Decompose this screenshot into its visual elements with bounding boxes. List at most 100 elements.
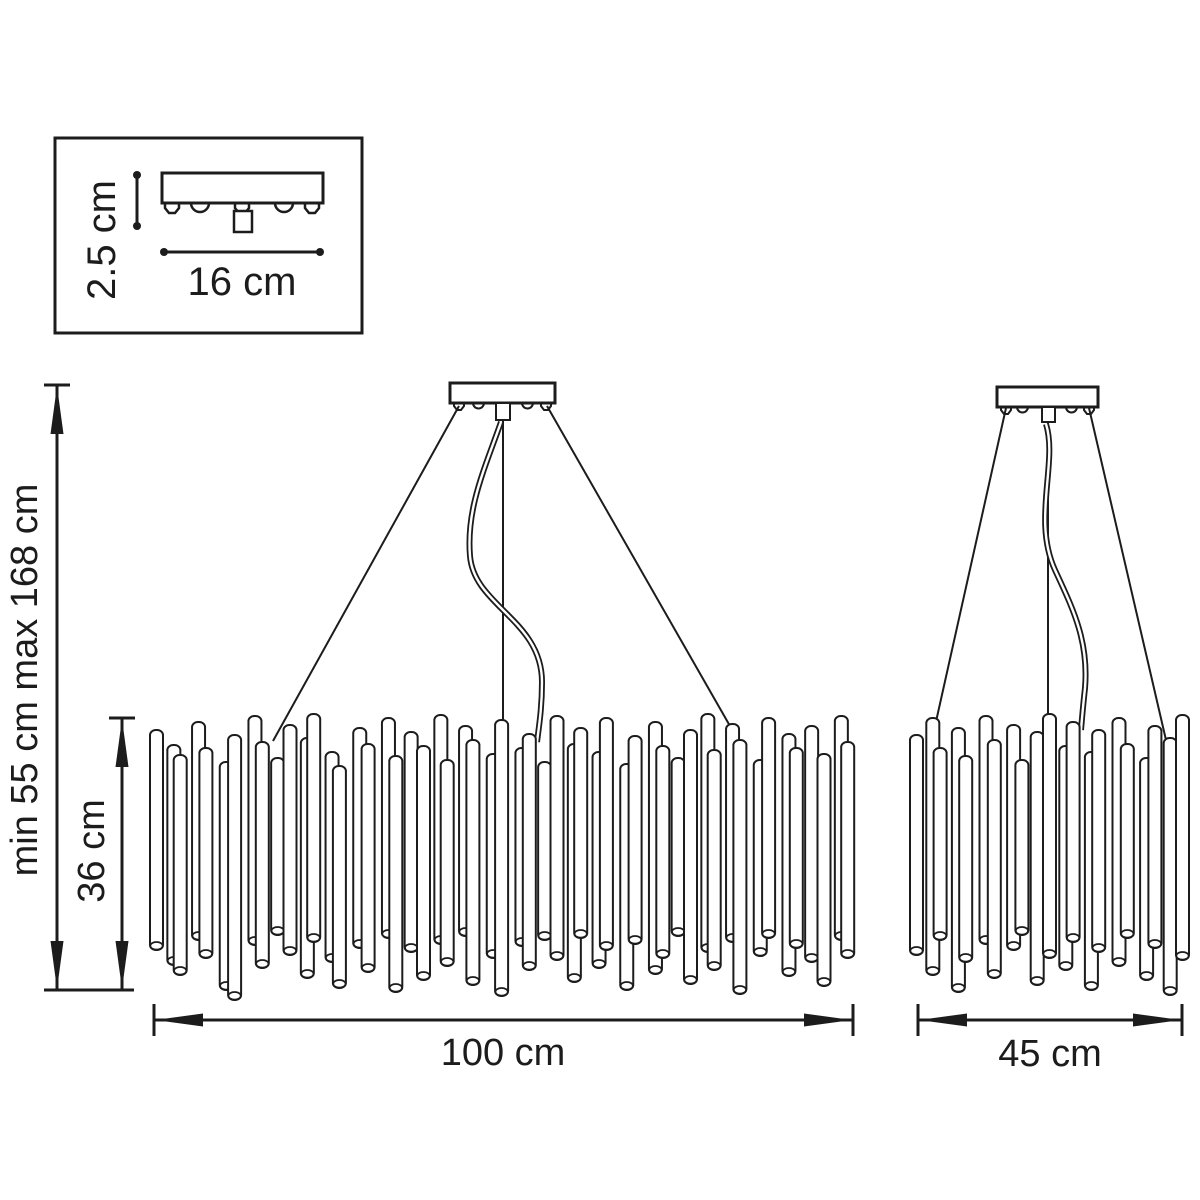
tube-bottom-cap (549, 951, 565, 961)
tube (909, 734, 924, 956)
canopy-connector (1041, 406, 1056, 423)
small-width-label: 45 cm (998, 1033, 1101, 1075)
tube (1175, 714, 1190, 961)
tube-bottom-cap (1030, 976, 1045, 986)
small-width-dimension: 45 cm (916, 1004, 1184, 1075)
tube (331, 765, 347, 989)
tube (360, 743, 376, 973)
canopy-connector (495, 402, 511, 421)
small-canopy (995, 385, 1100, 409)
tube (198, 747, 214, 959)
tube-bottom-cap (627, 935, 643, 945)
left-dimensions: min 55 cm max 168 cm 36 cm (4, 383, 135, 992)
tube-bottom-cap (781, 967, 797, 977)
inset-height-label: 2.5 cm (80, 180, 124, 300)
canopy-hook-icon (540, 403, 552, 411)
tube-bottom-cap (655, 949, 670, 959)
tube (549, 715, 565, 961)
tube (1119, 743, 1135, 939)
canopy-bump-icon (189, 202, 211, 214)
tube (804, 725, 820, 963)
tube (465, 739, 481, 986)
tube-bottom-cap (494, 987, 509, 997)
suspension-wire (272, 405, 460, 742)
canopy-hook-icon (453, 403, 465, 411)
arrow-up-icon (115, 719, 129, 767)
tube-bottom-cap (753, 947, 768, 957)
tube-bottom-cap (404, 943, 419, 953)
tube (627, 735, 643, 945)
arrow-left-icon (155, 1013, 203, 1027)
main-canopy (448, 381, 557, 405)
inset-width-label: 16 cm (188, 260, 297, 304)
dim-dot (316, 248, 324, 256)
tube-bottom-cap (388, 983, 403, 993)
tube-bottom-cap (149, 941, 164, 951)
tube (537, 761, 553, 941)
power-cable-core (1043, 423, 1087, 731)
tube-bottom-cap (925, 966, 940, 976)
arrow-right-icon (804, 1013, 852, 1027)
tube-bottom-cap (270, 926, 285, 936)
tube-bottom-cap (840, 949, 855, 959)
inset-box (53, 136, 364, 335)
overall-height-label: min 55 cm max 168 cm (4, 484, 46, 877)
tube-bottom-cap (1120, 929, 1135, 939)
suspension-wire (930, 407, 1007, 745)
tube (439, 759, 455, 967)
tube (706, 749, 722, 971)
body-height-label: 36 cm (71, 799, 113, 902)
tube-bottom-cap (648, 965, 663, 975)
tube (958, 755, 974, 963)
canopy-hook-icon (303, 203, 321, 215)
tube-bottom-cap (1091, 943, 1106, 953)
tube-bottom-cap (1175, 951, 1190, 961)
tube (932, 747, 948, 941)
tube-bottom-cap (282, 946, 298, 956)
suspension-wire (546, 405, 743, 748)
tube-bottom-cap (198, 949, 213, 959)
dim-dot (133, 222, 141, 230)
arrow-up-icon (50, 386, 64, 434)
tube (172, 754, 188, 976)
tube (282, 724, 298, 956)
tube-bottom-cap (671, 927, 686, 937)
main-fixture (149, 381, 856, 1001)
tube (306, 713, 322, 943)
arrow-right-icon (1133, 1013, 1181, 1027)
arrow-left-icon (919, 1013, 967, 1027)
tube-bottom-cap (567, 973, 582, 983)
tube-bottom-cap (804, 953, 819, 963)
canopy-bump-icon (521, 402, 534, 410)
tube-bottom-cap (951, 983, 966, 993)
tube (816, 753, 832, 987)
tube-bottom-cap (732, 985, 748, 995)
tube (683, 729, 698, 985)
tube-bottom-cap (300, 969, 315, 979)
tube-bottom-cap (707, 961, 722, 971)
tube-bottom-cap (465, 976, 480, 986)
canopy-bump-icon (273, 202, 295, 214)
tube-bottom-cap (599, 941, 614, 951)
tube-bottom-cap (1111, 957, 1127, 967)
tube-bottom-cap (416, 971, 431, 981)
tube-bottom-cap (1139, 971, 1154, 981)
tube (494, 719, 510, 997)
tube-bottom-cap (1058, 961, 1073, 971)
tube-bottom-cap (816, 977, 832, 987)
tube (403, 731, 419, 953)
tube-bottom-cap (1042, 949, 1057, 959)
tube-bottom-cap (761, 929, 776, 939)
tube-bottom-cap (619, 981, 634, 991)
canopy-connector (232, 209, 254, 234)
canopy-bump-icon (1065, 406, 1078, 414)
tube-bottom-cap (537, 931, 552, 941)
power-cable (466, 421, 546, 743)
tube-bottom-cap (306, 933, 321, 943)
tube-bottom-cap (591, 959, 607, 969)
tube-bottom-cap (332, 979, 347, 989)
tube-bottom-cap (440, 957, 455, 967)
tube (840, 741, 856, 959)
tube-bottom-cap (789, 939, 804, 949)
